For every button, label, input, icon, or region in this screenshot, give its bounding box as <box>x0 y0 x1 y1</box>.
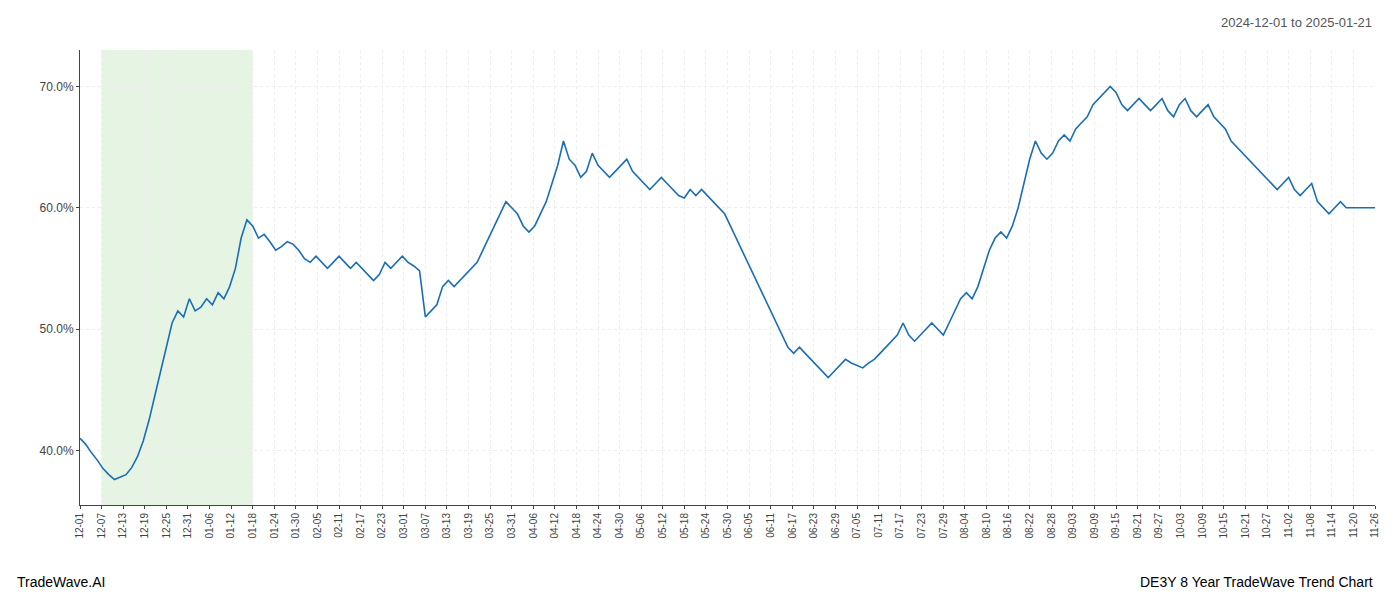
svg-text:01-12: 01-12 <box>225 513 236 539</box>
svg-text:11-14: 11-14 <box>1326 513 1337 538</box>
svg-text:03-13: 03-13 <box>441 513 452 539</box>
svg-text:01-06: 01-06 <box>204 513 215 539</box>
svg-text:05-30: 05-30 <box>722 513 733 539</box>
svg-text:09-21: 09-21 <box>1132 513 1143 539</box>
svg-text:08-16: 08-16 <box>1002 513 1013 539</box>
svg-text:05-18: 05-18 <box>679 513 690 539</box>
svg-text:07-17: 07-17 <box>894 513 905 539</box>
svg-text:05-12: 05-12 <box>657 513 668 539</box>
svg-text:TradeWave.AI: TradeWave.AI <box>17 574 105 590</box>
svg-text:12-07: 12-07 <box>96 513 107 539</box>
svg-text:10-15: 10-15 <box>1218 513 1229 539</box>
svg-text:02-05: 02-05 <box>312 513 323 539</box>
svg-text:01-24: 01-24 <box>269 513 280 539</box>
svg-text:70.0%: 70.0% <box>40 80 74 94</box>
svg-text:05-24: 05-24 <box>700 513 711 539</box>
svg-text:10-03: 10-03 <box>1175 513 1186 539</box>
svg-text:09-03: 09-03 <box>1067 513 1078 539</box>
svg-text:08-10: 08-10 <box>981 513 992 539</box>
svg-text:07-11: 07-11 <box>873 513 884 538</box>
svg-text:DE3Y 8 Year TradeWave Trend Ch: DE3Y 8 Year TradeWave Trend Chart <box>1140 574 1373 590</box>
svg-text:09-27: 09-27 <box>1153 513 1164 539</box>
svg-text:11-20: 11-20 <box>1348 513 1359 538</box>
svg-text:08-04: 08-04 <box>959 513 970 539</box>
svg-text:04-24: 04-24 <box>592 513 603 539</box>
svg-text:40.0%: 40.0% <box>40 444 74 458</box>
svg-text:06-05: 06-05 <box>743 513 754 539</box>
svg-text:03-19: 03-19 <box>463 513 474 539</box>
svg-text:10-21: 10-21 <box>1240 513 1251 539</box>
svg-text:09-09: 09-09 <box>1089 513 1100 539</box>
svg-text:50.0%: 50.0% <box>40 322 74 336</box>
svg-text:05-06: 05-06 <box>635 513 646 539</box>
svg-text:02-17: 02-17 <box>355 513 366 539</box>
svg-text:07-23: 07-23 <box>916 513 927 539</box>
svg-text:03-31: 03-31 <box>506 513 517 539</box>
svg-text:08-28: 08-28 <box>1046 513 1057 539</box>
svg-text:03-07: 03-07 <box>420 513 431 539</box>
svg-text:04-06: 04-06 <box>528 513 539 539</box>
svg-text:06-17: 06-17 <box>787 513 798 539</box>
svg-text:60.0%: 60.0% <box>40 201 74 215</box>
svg-text:02-23: 02-23 <box>376 513 387 539</box>
svg-text:12-19: 12-19 <box>139 513 150 539</box>
svg-text:12-31: 12-31 <box>182 513 193 539</box>
svg-text:07-29: 07-29 <box>938 513 949 539</box>
svg-text:03-01: 03-01 <box>398 513 409 539</box>
svg-text:12-13: 12-13 <box>117 513 128 539</box>
svg-text:10-27: 10-27 <box>1261 513 1272 539</box>
svg-text:02-11: 02-11 <box>333 513 344 538</box>
svg-text:06-11: 06-11 <box>765 513 776 538</box>
svg-text:03-25: 03-25 <box>484 513 495 539</box>
svg-text:11-26: 11-26 <box>1369 513 1380 538</box>
svg-text:08-22: 08-22 <box>1024 513 1035 539</box>
svg-text:12-01: 12-01 <box>74 513 85 539</box>
svg-text:11-02: 11-02 <box>1283 513 1294 538</box>
svg-text:11-08: 11-08 <box>1305 513 1316 538</box>
svg-text:06-29: 06-29 <box>830 513 841 539</box>
svg-text:07-05: 07-05 <box>851 513 862 539</box>
svg-text:2024-12-01 to 2025-01-21: 2024-12-01 to 2025-01-21 <box>1221 15 1372 30</box>
svg-text:09-15: 09-15 <box>1110 513 1121 539</box>
svg-text:04-30: 04-30 <box>614 513 625 539</box>
svg-text:04-18: 04-18 <box>571 513 582 539</box>
svg-text:12-25: 12-25 <box>161 513 172 539</box>
svg-text:04-12: 04-12 <box>549 513 560 539</box>
svg-text:10-09: 10-09 <box>1197 513 1208 539</box>
svg-text:01-30: 01-30 <box>290 513 301 539</box>
svg-text:01-18: 01-18 <box>247 513 258 539</box>
svg-text:06-23: 06-23 <box>808 513 819 539</box>
